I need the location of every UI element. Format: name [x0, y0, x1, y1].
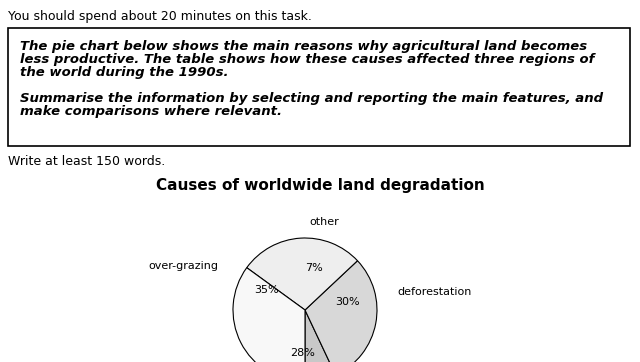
Text: The pie chart below shows the main reasons why agricultural land becomes: The pie chart below shows the main reaso… — [20, 40, 587, 53]
Text: less productive. The table shows how these causes affected three regions of: less productive. The table shows how the… — [20, 53, 595, 66]
Text: 28%: 28% — [290, 348, 315, 358]
Text: You should spend about 20 minutes on this task.: You should spend about 20 minutes on thi… — [8, 10, 312, 23]
Wedge shape — [305, 310, 335, 362]
Text: other: other — [310, 217, 339, 227]
Text: Causes of worldwide land degradation: Causes of worldwide land degradation — [156, 178, 484, 193]
Text: 30%: 30% — [335, 297, 360, 307]
Text: the world during the 1990s.: the world during the 1990s. — [20, 66, 228, 79]
Text: Write at least 150 words.: Write at least 150 words. — [8, 155, 165, 168]
Wedge shape — [233, 268, 305, 362]
Text: make comparisons where relevant.: make comparisons where relevant. — [20, 105, 282, 118]
Text: 35%: 35% — [254, 285, 279, 295]
Wedge shape — [305, 261, 377, 362]
Text: 7%: 7% — [305, 263, 323, 273]
FancyBboxPatch shape — [8, 28, 630, 146]
Wedge shape — [247, 238, 358, 310]
Text: deforestation: deforestation — [397, 287, 471, 298]
Text: Summarise the information by selecting and reporting the main features, and: Summarise the information by selecting a… — [20, 92, 603, 105]
Text: over-grazing: over-grazing — [148, 261, 218, 271]
